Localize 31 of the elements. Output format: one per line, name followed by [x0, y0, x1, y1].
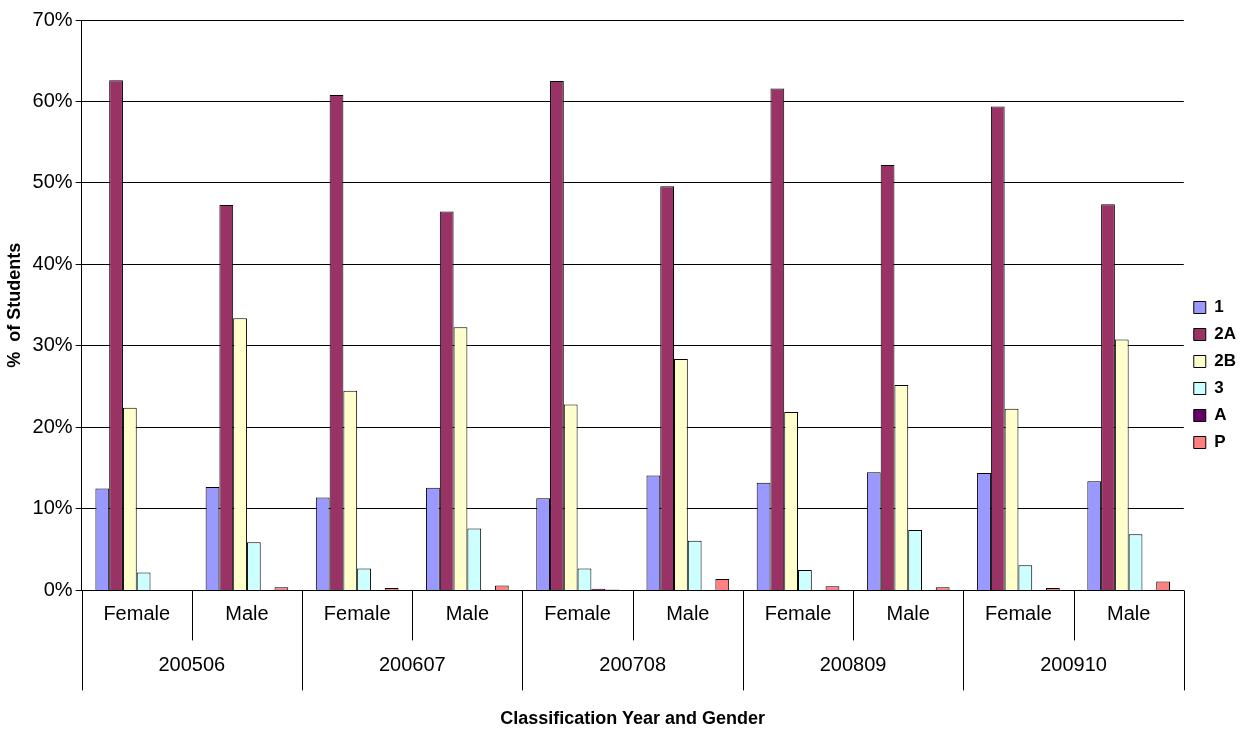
y-tick-label: 10%: [32, 496, 73, 519]
x-tick-label: Male: [886, 601, 930, 624]
y-tick-label: 40%: [32, 251, 73, 274]
legend-label: 2A: [1214, 324, 1236, 344]
y-tick-label: 70%: [32, 7, 73, 30]
y-tick-label: 50%: [32, 170, 73, 193]
y-tick-label: 20%: [32, 414, 73, 437]
x-tick-label: Male: [225, 601, 269, 624]
x-tick-label: Female: [103, 601, 171, 624]
legend-label: 2B: [1214, 351, 1236, 371]
text: 200506: [158, 652, 226, 675]
text: 200607: [378, 652, 446, 675]
text: 200809: [819, 652, 887, 675]
y-axis-title: % of Students: [3, 242, 24, 368]
y-tick-label: 60%: [32, 89, 73, 111]
text: 200708: [599, 652, 667, 675]
x-tick-label: Female: [323, 601, 391, 624]
x-tick-label: Male: [666, 601, 710, 624]
legend-label: 3: [1214, 378, 1224, 398]
x-tick-label: Female: [764, 601, 832, 624]
text: 200910: [1040, 652, 1107, 675]
legend-label: P: [1214, 432, 1226, 452]
legend-label: 1: [1214, 297, 1224, 317]
x-axis-title: Classification Year and Gender: [500, 708, 766, 729]
x-tick-label: Female: [985, 601, 1052, 624]
y-tick-label: 30%: [32, 333, 73, 356]
x-tick-label: Male: [445, 601, 490, 624]
legend-label: A: [1214, 405, 1227, 425]
x-tick-label: Female: [544, 601, 611, 624]
x-tick-label: Male: [1106, 601, 1151, 624]
y-tick-label: 0%: [43, 577, 73, 600]
